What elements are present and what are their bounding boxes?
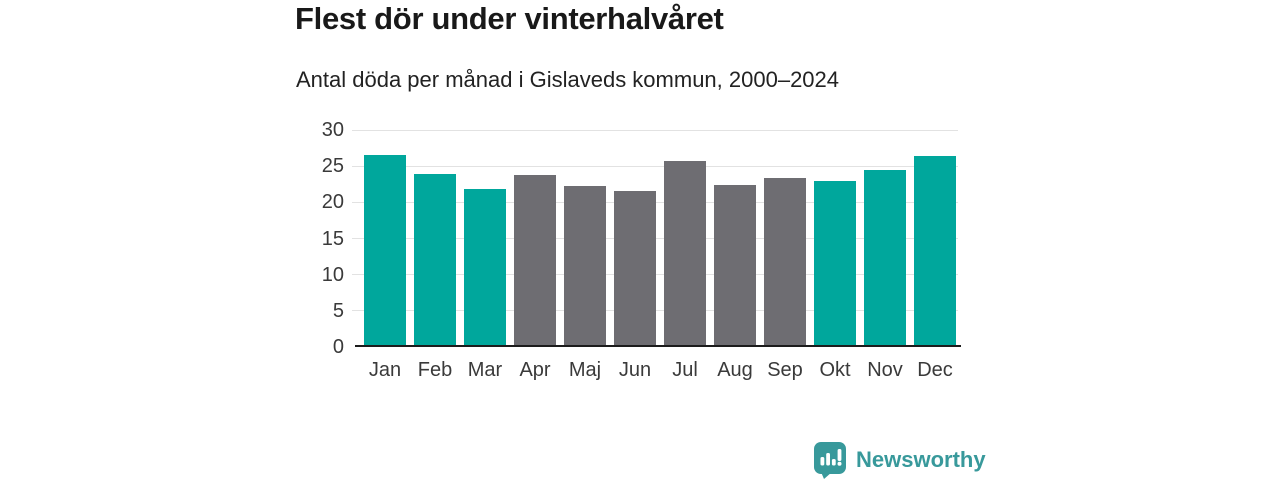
bar-apr [514,174,556,347]
bar-maj [564,185,606,347]
chart-title: Flest dör under vinterhalvåret [295,1,724,36]
x-tick-label: Sep [767,359,803,381]
y-tick-label: 25 [321,155,344,178]
y-tick-label: 20 [321,191,344,214]
x-tick-label: Jan [368,359,402,381]
bar-jun [614,190,656,347]
chart-subtitle: Antal döda per månad i Gislaveds kommun,… [296,67,840,92]
newsworthy-logo-icon [813,441,847,479]
newsworthy-logo: Newsworthy [813,441,986,479]
y-tick-label: 5 [332,299,344,322]
x-tick-label: Jun [618,359,652,381]
bar-jan [364,154,406,347]
gridline [352,129,958,131]
x-tick-label: Mar [467,359,503,381]
y-tick-label: 30 [321,119,344,141]
x-tick-label: Okt [819,359,851,381]
x-tick-label: Nov [867,359,903,381]
x-axis-line [355,345,961,347]
gridline [352,165,958,167]
x-tick-label: Feb [417,359,453,381]
bar-feb [414,174,456,347]
bar-aug [714,184,756,347]
bar-sep [764,177,806,347]
x-tick-label: Maj [568,359,602,381]
y-tick-label: 15 [321,227,344,250]
x-tick-label: Aug [717,359,753,381]
bar-nov [864,169,906,347]
bar-mar [464,189,506,347]
x-tick-label: Jul [672,359,698,381]
x-tick-label: Dec [917,359,953,381]
x-tick-label: Apr [519,359,551,381]
y-tick-label: 0 [332,336,344,358]
bar-jul [664,161,706,347]
newsworthy-brand-name: Newsworthy [856,447,986,472]
bar-dec [914,156,956,347]
y-tick-label: 10 [321,263,344,286]
bar-okt [814,181,856,347]
